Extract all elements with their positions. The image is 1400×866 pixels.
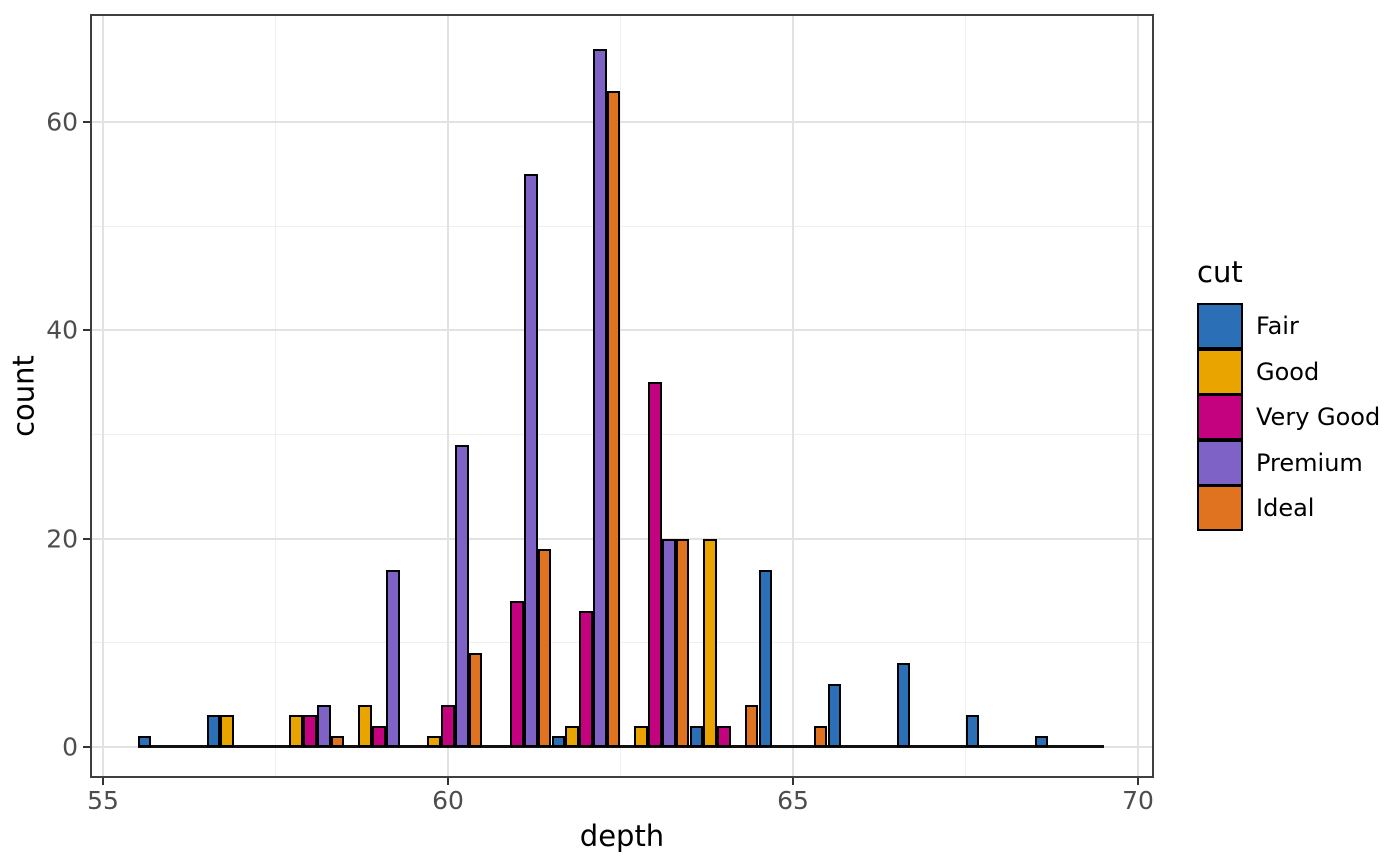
y-major-gridline: [92, 537, 1152, 540]
y-tick-label: 60: [46, 107, 78, 137]
bar-good: [427, 736, 442, 747]
y-major-gridline: [92, 121, 1152, 124]
y-axis-tick: [83, 121, 90, 124]
legend-entry-label: Ideal: [1256, 494, 1315, 522]
bar-ideal: [537, 548, 552, 747]
bar-ideal: [813, 725, 828, 747]
bar-ideal: [330, 736, 345, 747]
x-axis-tick: [792, 778, 794, 785]
bar-fair: [206, 715, 221, 747]
legend-key-premium: [1197, 439, 1243, 486]
y-minor-gridline: [92, 642, 1152, 644]
bar-very-good: [717, 725, 731, 747]
bar-fair: [965, 715, 980, 747]
bar-good: [634, 725, 649, 747]
bar-very-good: [579, 611, 593, 747]
bar-premium: [385, 569, 400, 747]
panel-border: [90, 14, 1154, 778]
x-tick-label: 70: [1122, 786, 1154, 815]
x-major-gridline: [447, 16, 449, 776]
legend-key-ideal: [1197, 485, 1243, 531]
bar-good: [565, 725, 580, 747]
legend-key-fair: [1197, 303, 1243, 349]
x-major-gridline: [102, 16, 104, 776]
bar-good: [289, 715, 304, 747]
y-axis-tick: [83, 745, 90, 748]
bar-very-good: [303, 715, 317, 747]
bar-fair: [758, 569, 773, 747]
bar-fair: [551, 736, 566, 747]
y-minor-gridline: [92, 433, 1152, 435]
bar-fair: [1034, 736, 1049, 747]
x-major-gridline: [1137, 16, 1139, 776]
legend-key-very-good: [1197, 394, 1243, 440]
legend-title: cut: [1197, 255, 1243, 289]
x-major-gridline: [792, 16, 794, 776]
y-tick-label: 0: [62, 732, 78, 762]
legend-entry-label: Premium: [1256, 448, 1363, 477]
plot-panel: [90, 14, 1154, 778]
x-minor-gridline: [620, 16, 621, 776]
x-axis-title: depth: [579, 819, 665, 853]
x-axis-tick: [1137, 778, 1139, 785]
bar-fair: [689, 725, 704, 747]
bar-fair: [896, 663, 911, 747]
bar-premium: [454, 444, 469, 747]
bar-premium: [661, 538, 676, 747]
bar-ideal: [744, 705, 759, 747]
y-minor-gridline: [92, 225, 1152, 227]
y-tick-label: 40: [46, 315, 78, 345]
bar-premium: [592, 49, 607, 747]
legend-entry-label: Good: [1256, 357, 1320, 386]
bar-fair: [137, 736, 152, 747]
x-tick-label: 65: [777, 786, 809, 815]
x-axis-tick: [102, 778, 104, 785]
bar-ideal: [675, 538, 690, 747]
y-axis-tick: [83, 329, 90, 332]
bar-very-good: [648, 382, 662, 747]
x-minor-gridline: [965, 16, 966, 776]
bar-very-good: [510, 600, 524, 747]
bar-good: [358, 705, 373, 747]
y-major-gridline: [92, 329, 1152, 332]
legend-entry-label: Very Good: [1256, 403, 1381, 431]
legend-entry-label: Fair: [1256, 312, 1299, 340]
x-minor-gridline: [275, 16, 276, 776]
y-tick-label: 20: [46, 524, 78, 554]
bar-very-good: [441, 705, 455, 747]
y-axis-title: count: [6, 355, 41, 437]
bar-good: [220, 715, 235, 747]
bar-premium: [316, 705, 331, 747]
bar-fair: [827, 684, 842, 747]
bar-good: [703, 538, 718, 747]
x-axis-tick: [447, 778, 449, 785]
legend-key-good: [1197, 348, 1243, 395]
bar-premium: [523, 174, 538, 747]
x-tick-label: 60: [432, 786, 464, 815]
bar-ideal: [468, 653, 483, 747]
bar-very-good: [372, 725, 386, 747]
x-tick-label: 55: [87, 786, 119, 815]
y-axis-tick: [83, 537, 90, 540]
zero-baseline: [137, 745, 1104, 749]
bar-ideal: [606, 90, 621, 747]
